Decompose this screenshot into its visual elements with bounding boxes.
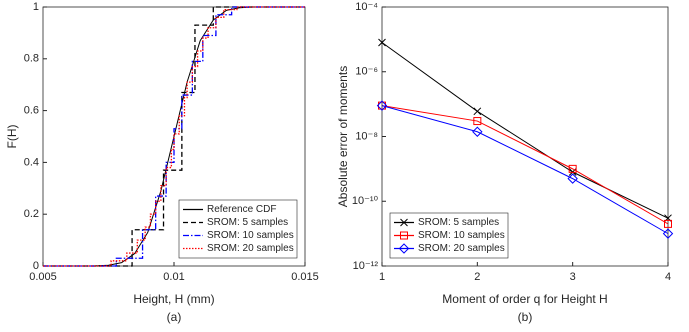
marker	[472, 126, 483, 137]
caption: (b)	[518, 310, 533, 324]
series-line	[381, 105, 669, 235]
y-tick-label: 10⁻⁶	[355, 66, 378, 78]
legend-label: SROM: 5 samples	[418, 217, 499, 228]
y-tick-label: 10⁻⁴	[355, 1, 378, 13]
legend-label: SROM: 5 samples	[207, 217, 288, 228]
x-tick-label: 4	[665, 271, 671, 283]
x-tick-label: 2	[474, 271, 480, 283]
y-tick-label: 0.8	[24, 53, 39, 65]
marker	[473, 107, 482, 116]
marker	[473, 117, 482, 126]
series-line	[381, 105, 669, 225]
legend-label: SROM: 10 samples	[418, 230, 505, 241]
marker	[568, 164, 577, 173]
caption: (a)	[167, 310, 182, 324]
x-tick-label: 1	[379, 271, 385, 283]
series-line	[381, 42, 669, 219]
y-axis-label: Absolute error of moments	[336, 66, 350, 207]
series-line	[43, 6, 305, 267]
x-tick-label: 3	[570, 271, 576, 283]
legend-marker	[400, 218, 408, 227]
legend: Reference CDF SROM: 5 samples SROM: 10 sam…	[178, 199, 298, 259]
marker	[567, 173, 578, 184]
y-tick-label: 10⁻¹²	[353, 260, 379, 272]
legend-label: SROM: 10 samples	[207, 230, 294, 241]
marker	[378, 38, 386, 47]
legend-marker	[400, 231, 408, 240]
legend: SROM: 5 samples SROM: 10 samples SROM: 20 …	[389, 212, 509, 259]
x-tick-label: 0.015	[291, 271, 319, 283]
legend-label: Reference CDF	[207, 204, 276, 215]
y-axis-label: F(H)	[5, 125, 19, 149]
x-axis-label: Height, H (mm)	[133, 292, 214, 306]
legend-label: SROM: 20 samples	[207, 243, 294, 254]
marker	[376, 100, 388, 111]
y-tick-label: 0	[33, 260, 39, 272]
legend-marker	[398, 243, 410, 254]
x-axis-label: Moment of order q for Height H	[442, 292, 607, 306]
legend-label: SROM: 20 samples	[418, 243, 505, 254]
y-tick-label: 10⁻¹⁰	[352, 195, 379, 207]
x-tick-label: 0.005	[29, 271, 57, 283]
marker	[378, 101, 386, 110]
y-tick-label: 0.2	[24, 208, 39, 220]
series-line	[43, 6, 305, 267]
y-tick-label: 0.4	[24, 156, 39, 168]
x-tick-label: 0.01	[163, 271, 184, 283]
y-tick-label: 1	[33, 1, 39, 13]
marker	[662, 228, 674, 239]
marker	[664, 219, 672, 228]
y-tick-label: 0.6	[24, 105, 39, 117]
y-tick-label: 10⁻⁸	[355, 130, 378, 142]
